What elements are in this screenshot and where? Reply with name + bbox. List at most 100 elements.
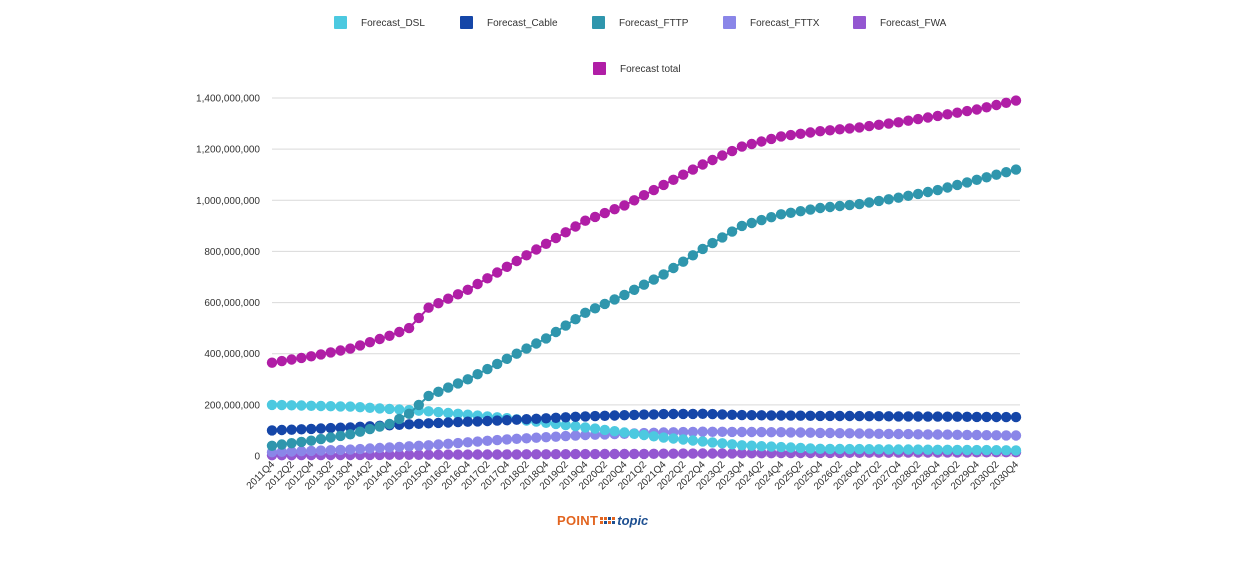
data-point (325, 445, 336, 456)
data-point (775, 131, 787, 142)
data-point (766, 427, 777, 438)
data-point (296, 446, 307, 457)
data-point (726, 409, 738, 420)
data-point (501, 415, 513, 426)
data-point (560, 412, 571, 423)
series-forecast-total (266, 95, 1022, 368)
data-point (364, 443, 376, 454)
data-point (805, 443, 816, 454)
data-point (560, 430, 571, 442)
data-point (354, 443, 366, 455)
data-point (423, 302, 434, 313)
data-point (893, 428, 904, 440)
legend-item-forecast-fttp[interactable]: Forecast_FTTP (592, 16, 689, 29)
data-point (678, 169, 689, 180)
data-point (384, 330, 395, 341)
data-point (384, 403, 395, 415)
data-point (795, 206, 806, 217)
data-point (501, 353, 513, 364)
data-point (315, 433, 327, 445)
data-point (433, 417, 444, 429)
y-tick-label: 400,000,000 (204, 349, 260, 360)
data-point (893, 117, 904, 128)
data-point (423, 440, 434, 451)
data-point (854, 410, 865, 422)
data-point (638, 448, 650, 460)
data-point (599, 207, 610, 219)
data-point (286, 400, 297, 411)
data-point (599, 298, 610, 310)
data-point (854, 198, 865, 210)
data-point (991, 430, 1002, 441)
data-point (854, 122, 865, 133)
data-point (482, 449, 493, 460)
data-point (580, 429, 591, 441)
data-point (266, 399, 278, 411)
data-point (501, 261, 513, 272)
data-point (540, 449, 552, 460)
data-point (697, 243, 708, 255)
data-point (589, 211, 601, 223)
data-point (658, 269, 669, 280)
legend-label: Forecast_FTTP (619, 18, 689, 29)
data-point (658, 448, 669, 459)
data-point (952, 429, 963, 440)
data-point (717, 448, 728, 459)
data-point (492, 449, 503, 460)
data-point (462, 416, 473, 427)
logo-dots-icon (600, 517, 616, 524)
data-point (717, 426, 728, 437)
data-point (472, 449, 483, 460)
data-point (707, 154, 718, 166)
data-point (766, 441, 777, 452)
data-point (580, 215, 591, 226)
legend-item-forecast-dsl[interactable]: Forecast_DSL (334, 16, 425, 29)
data-point (795, 427, 806, 438)
legend-item-forecast-total[interactable]: Forecast total (593, 62, 681, 75)
data-point (952, 179, 963, 191)
data-point (991, 169, 1002, 180)
data-point (971, 104, 982, 115)
data-point (971, 174, 982, 185)
data-point (785, 129, 796, 141)
data-point (560, 320, 571, 331)
data-point (306, 400, 317, 411)
y-tick-label: 1,200,000,000 (196, 145, 260, 156)
data-point (296, 436, 307, 448)
data-point (589, 303, 601, 314)
data-point (443, 382, 454, 393)
data-point (775, 427, 787, 438)
data-point (492, 415, 503, 426)
data-point (570, 421, 581, 432)
data-point (766, 212, 777, 223)
legend-item-forecast-fwa[interactable]: Forecast_FWA (853, 16, 947, 29)
data-point (844, 410, 855, 422)
data-point (1001, 430, 1012, 441)
legend: Forecast_DSL Forecast_Cable Forecast_FTTP F… (334, 16, 947, 75)
y-tick-label: 800,000,000 (204, 247, 260, 258)
data-point (276, 399, 287, 411)
data-point (952, 107, 963, 118)
data-point (433, 449, 444, 460)
data-point (1001, 167, 1012, 178)
data-point (766, 410, 777, 421)
data-point (658, 179, 669, 191)
legend-item-forecast-cable[interactable]: Forecast_Cable (460, 16, 558, 29)
data-point (531, 432, 542, 443)
data-point (452, 437, 464, 449)
data-point (335, 422, 346, 433)
data-point (276, 355, 287, 367)
data-point (403, 449, 415, 460)
data-point (942, 411, 953, 422)
series-layer (266, 95, 1022, 461)
data-point (413, 418, 424, 429)
data-point (883, 444, 894, 455)
data-point (942, 444, 953, 455)
data-point (394, 441, 405, 453)
legend-item-forecast-fttx[interactable]: Forecast_FTTX (723, 16, 820, 29)
data-point (932, 444, 943, 455)
data-point (452, 378, 464, 389)
data-point (883, 428, 894, 440)
data-point (893, 444, 904, 455)
